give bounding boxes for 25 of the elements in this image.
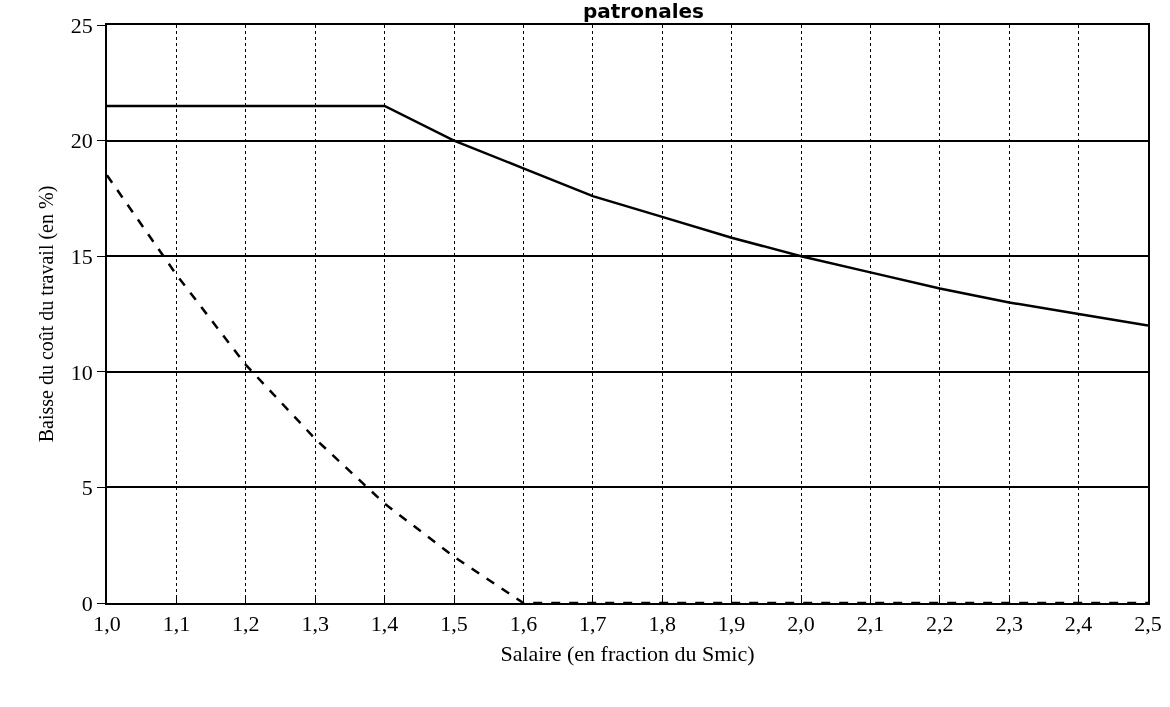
y-tick-label: 10 — [70, 359, 93, 385]
x-tick-label: 1,6 — [509, 611, 538, 637]
x-tick-label: 1,0 — [93, 611, 121, 637]
x-tick-label: 1,9 — [717, 611, 746, 637]
y-tick-label: 0 — [81, 590, 93, 616]
x-axis-title: Salaire (en fraction du Smic) — [500, 640, 755, 666]
x-tick-label: 2,5 — [1134, 611, 1162, 637]
y-tick-label: 5 — [81, 475, 93, 501]
x-tick-label: 1,2 — [232, 611, 260, 637]
y-tick-label: 20 — [70, 128, 93, 154]
x-tick-label: 1,8 — [648, 611, 676, 637]
x-tick-label: 2,2 — [926, 611, 954, 637]
x-tick-label: 1,3 — [301, 611, 329, 637]
x-tick-label: 1,7 — [579, 611, 607, 637]
x-tick-label: 2,3 — [995, 611, 1023, 637]
y-axis-title: Baisse du coût du travail (en %) — [34, 185, 58, 443]
y-tick-label: 25 — [70, 12, 93, 38]
x-tick-label: 1,1 — [162, 611, 191, 637]
x-tick-label: 2,4 — [1064, 611, 1093, 637]
x-tick-label: 2,0 — [787, 611, 815, 637]
x-tick-label: 1,5 — [440, 611, 468, 637]
x-tick-label: 2,1 — [856, 611, 885, 637]
y-tick-label: 15 — [70, 243, 93, 269]
x-tick-label: 1,4 — [370, 611, 399, 637]
chart-title: patronales — [582, 0, 705, 23]
